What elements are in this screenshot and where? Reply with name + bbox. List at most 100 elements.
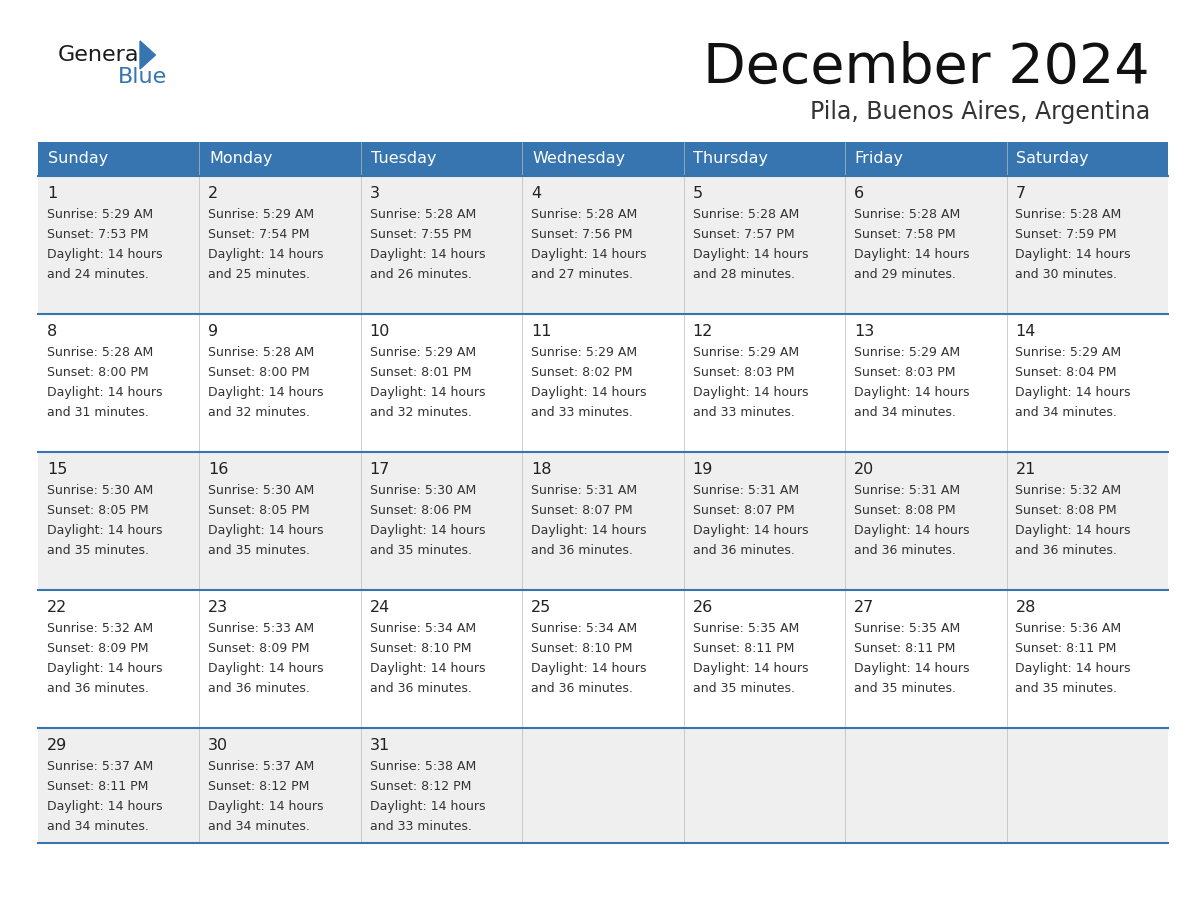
- Text: Sunset: 8:00 PM: Sunset: 8:00 PM: [46, 366, 148, 379]
- Text: 6: 6: [854, 186, 864, 201]
- Text: Sunset: 8:10 PM: Sunset: 8:10 PM: [369, 642, 472, 655]
- Text: 30: 30: [208, 738, 228, 753]
- FancyBboxPatch shape: [38, 142, 200, 176]
- Text: Daylight: 14 hours: Daylight: 14 hours: [1016, 248, 1131, 261]
- Text: Sunrise: 5:31 AM: Sunrise: 5:31 AM: [854, 484, 960, 497]
- Text: Sunrise: 5:29 AM: Sunrise: 5:29 AM: [531, 346, 637, 359]
- Text: 12: 12: [693, 324, 713, 339]
- Text: Daylight: 14 hours: Daylight: 14 hours: [854, 524, 969, 537]
- FancyBboxPatch shape: [523, 452, 684, 590]
- Text: 7: 7: [1016, 186, 1025, 201]
- Text: Sunrise: 5:31 AM: Sunrise: 5:31 AM: [531, 484, 637, 497]
- Text: Sunset: 8:08 PM: Sunset: 8:08 PM: [854, 504, 955, 517]
- Text: and 35 minutes.: and 35 minutes.: [369, 544, 472, 557]
- Text: Daylight: 14 hours: Daylight: 14 hours: [369, 800, 485, 813]
- Text: Daylight: 14 hours: Daylight: 14 hours: [531, 386, 646, 399]
- Text: and 25 minutes.: and 25 minutes.: [208, 268, 310, 281]
- Text: Sunrise: 5:30 AM: Sunrise: 5:30 AM: [208, 484, 315, 497]
- Text: Sunset: 8:07 PM: Sunset: 8:07 PM: [693, 504, 795, 517]
- FancyBboxPatch shape: [1006, 176, 1168, 314]
- Text: and 31 minutes.: and 31 minutes.: [46, 406, 148, 419]
- Text: Daylight: 14 hours: Daylight: 14 hours: [693, 662, 808, 675]
- Text: Daylight: 14 hours: Daylight: 14 hours: [208, 386, 324, 399]
- Text: Sunrise: 5:28 AM: Sunrise: 5:28 AM: [854, 208, 960, 221]
- Text: Pila, Buenos Aires, Argentina: Pila, Buenos Aires, Argentina: [810, 100, 1150, 124]
- Text: Daylight: 14 hours: Daylight: 14 hours: [208, 248, 324, 261]
- Text: Sunrise: 5:30 AM: Sunrise: 5:30 AM: [46, 484, 153, 497]
- Text: Sunset: 8:03 PM: Sunset: 8:03 PM: [693, 366, 794, 379]
- FancyBboxPatch shape: [684, 590, 845, 728]
- FancyBboxPatch shape: [684, 452, 845, 590]
- Text: 24: 24: [369, 600, 390, 615]
- Text: Sunset: 8:12 PM: Sunset: 8:12 PM: [208, 780, 310, 793]
- FancyBboxPatch shape: [523, 728, 684, 843]
- Text: Sunrise: 5:38 AM: Sunrise: 5:38 AM: [369, 760, 476, 773]
- Text: and 28 minutes.: and 28 minutes.: [693, 268, 795, 281]
- Text: Sunrise: 5:29 AM: Sunrise: 5:29 AM: [369, 346, 476, 359]
- Text: Daylight: 14 hours: Daylight: 14 hours: [208, 800, 324, 813]
- Text: Sunrise: 5:30 AM: Sunrise: 5:30 AM: [369, 484, 476, 497]
- Text: 8: 8: [46, 324, 57, 339]
- Text: and 30 minutes.: and 30 minutes.: [1016, 268, 1118, 281]
- Text: 19: 19: [693, 462, 713, 477]
- FancyBboxPatch shape: [200, 314, 361, 452]
- Text: and 36 minutes.: and 36 minutes.: [46, 682, 148, 695]
- Text: Daylight: 14 hours: Daylight: 14 hours: [854, 248, 969, 261]
- FancyBboxPatch shape: [361, 176, 523, 314]
- Text: Sunset: 7:58 PM: Sunset: 7:58 PM: [854, 228, 955, 241]
- FancyBboxPatch shape: [845, 590, 1006, 728]
- Text: Sunrise: 5:34 AM: Sunrise: 5:34 AM: [531, 622, 637, 635]
- Text: 23: 23: [208, 600, 228, 615]
- Text: Daylight: 14 hours: Daylight: 14 hours: [369, 386, 485, 399]
- FancyBboxPatch shape: [1006, 314, 1168, 452]
- FancyBboxPatch shape: [523, 142, 684, 176]
- Text: Daylight: 14 hours: Daylight: 14 hours: [531, 662, 646, 675]
- Text: 22: 22: [46, 600, 68, 615]
- Text: Sunrise: 5:35 AM: Sunrise: 5:35 AM: [854, 622, 960, 635]
- Text: and 26 minutes.: and 26 minutes.: [369, 268, 472, 281]
- FancyBboxPatch shape: [361, 142, 523, 176]
- Text: Sunset: 8:03 PM: Sunset: 8:03 PM: [854, 366, 955, 379]
- Text: Sunrise: 5:35 AM: Sunrise: 5:35 AM: [693, 622, 798, 635]
- Text: and 29 minutes.: and 29 minutes.: [854, 268, 956, 281]
- Text: Sunrise: 5:31 AM: Sunrise: 5:31 AM: [693, 484, 798, 497]
- Text: Daylight: 14 hours: Daylight: 14 hours: [854, 662, 969, 675]
- Text: Sunset: 8:00 PM: Sunset: 8:00 PM: [208, 366, 310, 379]
- Text: Tuesday: Tuesday: [371, 151, 436, 166]
- Text: Blue: Blue: [118, 67, 168, 87]
- Text: and 35 minutes.: and 35 minutes.: [1016, 682, 1118, 695]
- Text: Daylight: 14 hours: Daylight: 14 hours: [46, 248, 163, 261]
- Text: Sunset: 8:07 PM: Sunset: 8:07 PM: [531, 504, 633, 517]
- FancyBboxPatch shape: [845, 142, 1006, 176]
- Text: Daylight: 14 hours: Daylight: 14 hours: [369, 248, 485, 261]
- Text: Saturday: Saturday: [1016, 151, 1089, 166]
- FancyBboxPatch shape: [1006, 142, 1168, 176]
- Text: 5: 5: [693, 186, 703, 201]
- Text: Sunset: 8:11 PM: Sunset: 8:11 PM: [854, 642, 955, 655]
- Text: and 36 minutes.: and 36 minutes.: [854, 544, 956, 557]
- Text: Sunrise: 5:28 AM: Sunrise: 5:28 AM: [46, 346, 153, 359]
- Text: Daylight: 14 hours: Daylight: 14 hours: [1016, 386, 1131, 399]
- Polygon shape: [140, 41, 156, 69]
- FancyBboxPatch shape: [200, 728, 361, 843]
- Text: Sunrise: 5:37 AM: Sunrise: 5:37 AM: [46, 760, 153, 773]
- Text: Wednesday: Wednesday: [532, 151, 625, 166]
- Text: Sunrise: 5:28 AM: Sunrise: 5:28 AM: [208, 346, 315, 359]
- FancyBboxPatch shape: [684, 728, 845, 843]
- Text: Daylight: 14 hours: Daylight: 14 hours: [693, 524, 808, 537]
- Text: 18: 18: [531, 462, 551, 477]
- Text: Sunset: 8:06 PM: Sunset: 8:06 PM: [369, 504, 472, 517]
- Text: Daylight: 14 hours: Daylight: 14 hours: [693, 248, 808, 261]
- Text: 25: 25: [531, 600, 551, 615]
- Text: and 36 minutes.: and 36 minutes.: [531, 544, 633, 557]
- FancyBboxPatch shape: [845, 452, 1006, 590]
- FancyBboxPatch shape: [684, 176, 845, 314]
- Text: Sunrise: 5:32 AM: Sunrise: 5:32 AM: [1016, 484, 1121, 497]
- Text: Sunrise: 5:36 AM: Sunrise: 5:36 AM: [1016, 622, 1121, 635]
- Text: Sunset: 7:59 PM: Sunset: 7:59 PM: [1016, 228, 1117, 241]
- Text: Sunset: 8:11 PM: Sunset: 8:11 PM: [693, 642, 794, 655]
- FancyBboxPatch shape: [1006, 590, 1168, 728]
- Text: and 35 minutes.: and 35 minutes.: [693, 682, 795, 695]
- Text: and 36 minutes.: and 36 minutes.: [208, 682, 310, 695]
- Text: Sunset: 7:57 PM: Sunset: 7:57 PM: [693, 228, 795, 241]
